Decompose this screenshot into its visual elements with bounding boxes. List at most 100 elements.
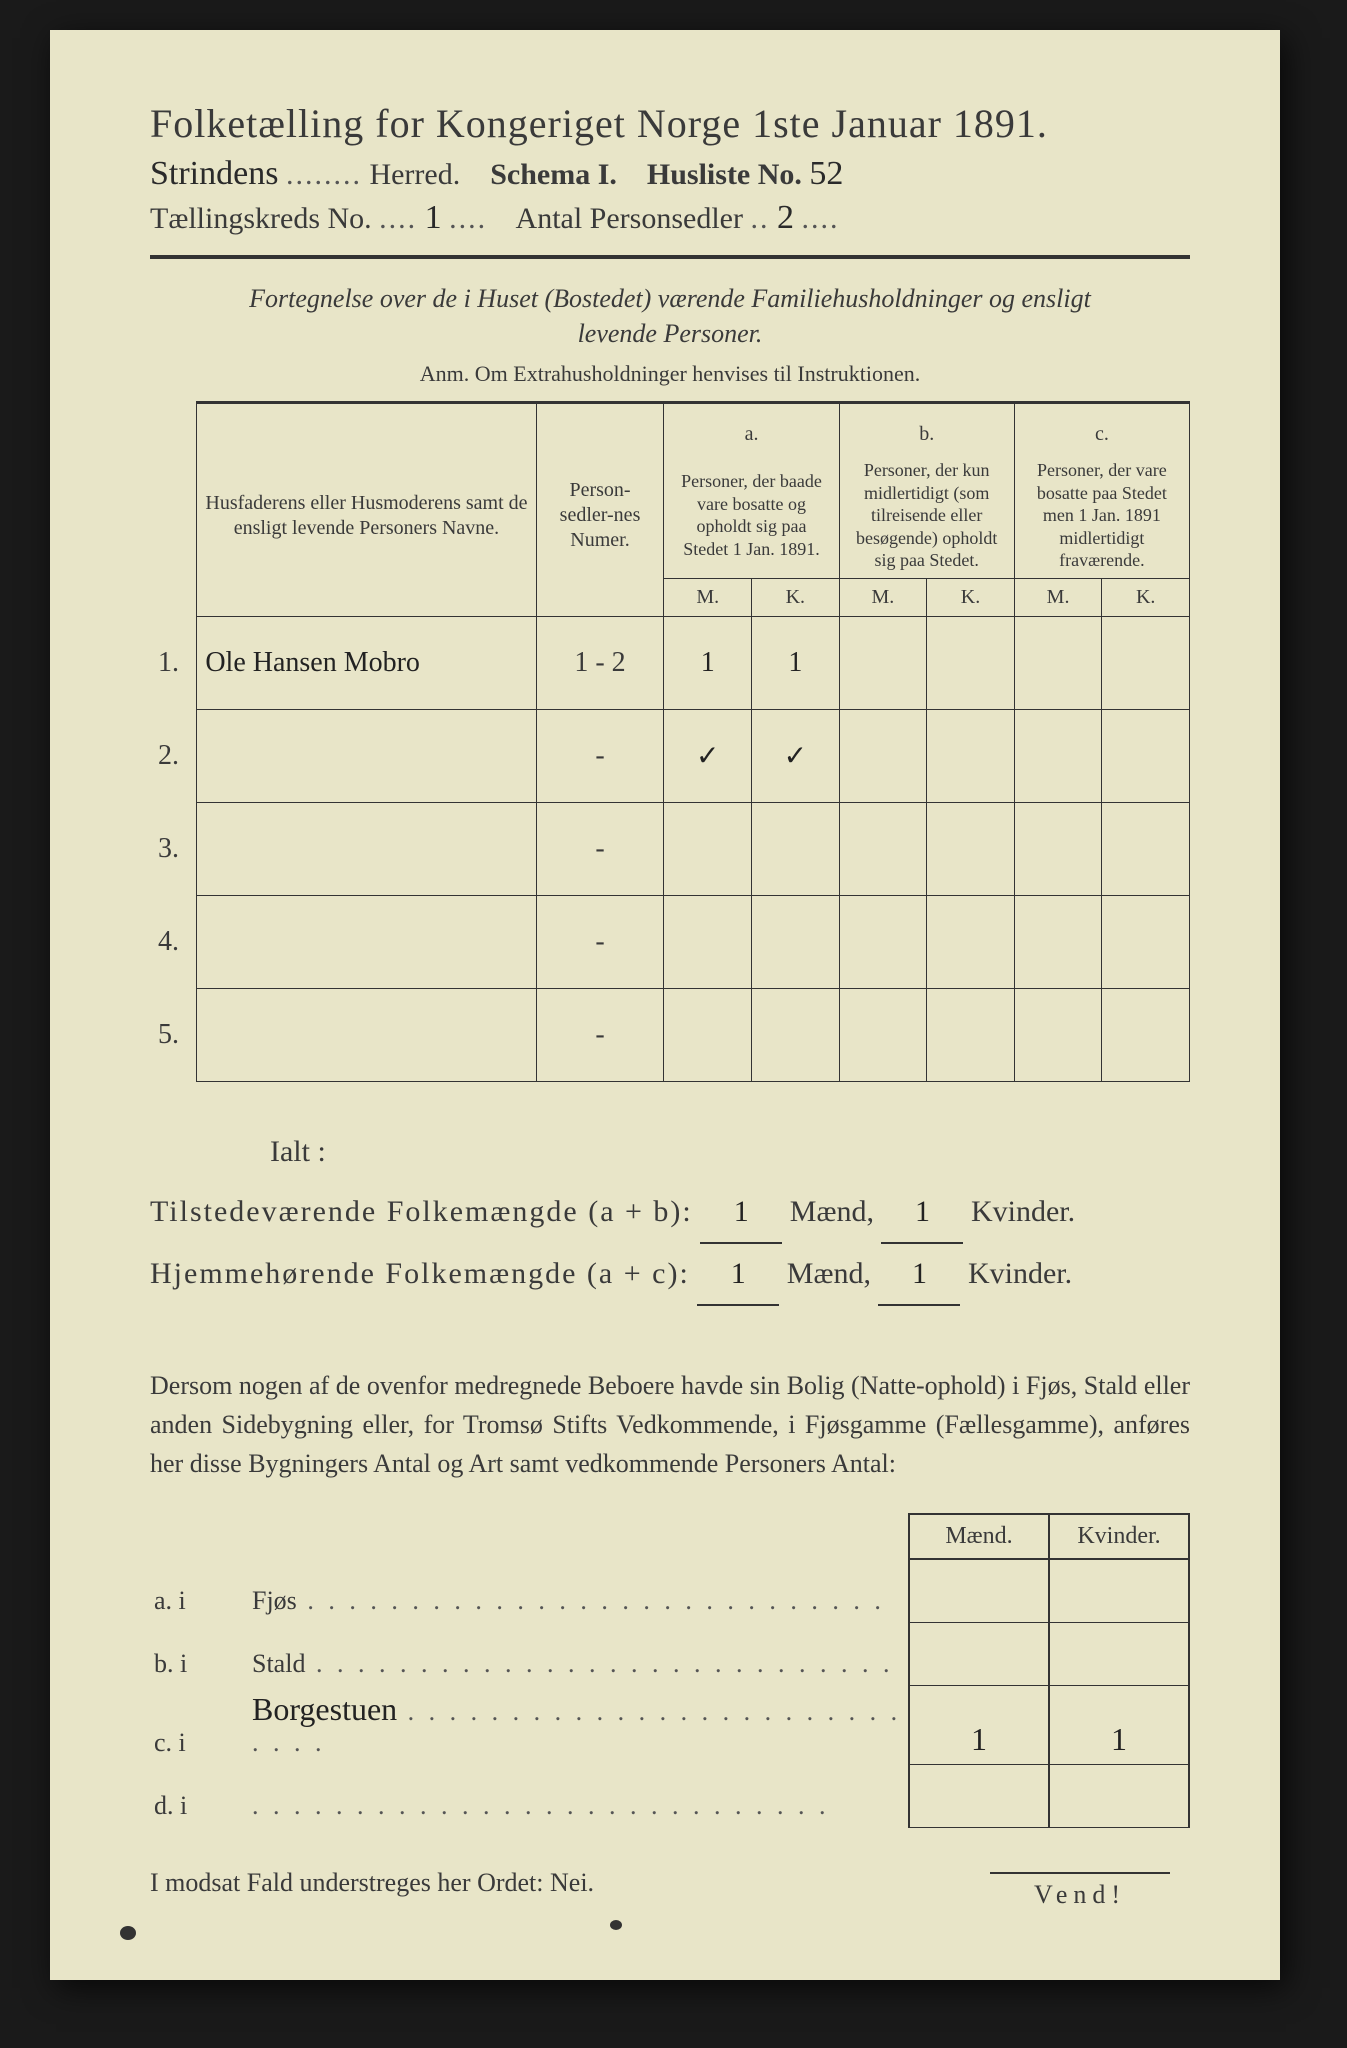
header-line-2: Strindens ........ Herred. Schema I. Hus… [150,155,1190,193]
cell-b-k [927,895,1015,988]
building-table: Mænd. Kvinder. a. iFjøs . . . . . . . . … [150,1513,1190,1828]
subhead-line1: Fortegnelse over de i Huset (Bostedet) v… [249,284,1091,313]
person-num: - [536,895,664,988]
kreds-label: Tællingskreds No. [150,202,372,235]
col-c-k: K. [1102,578,1190,616]
kvinder-label: Kvinder. [971,1195,1075,1228]
antal-value: 2 [777,199,794,237]
building-label: Stald . . . . . . . . . . . . . . . . . … [248,1622,909,1685]
sub-kvinder-header: Kvinder. [1049,1514,1189,1559]
col-c-header: Personer, der vare bosatte paa Stedet me… [1014,453,1189,578]
tilstede-m: 1 [700,1182,782,1244]
cell-b-k [927,616,1015,709]
sub-maend-header: Mænd. [909,1514,1049,1559]
row-key: a. i [150,1559,248,1623]
cell-c-k [1102,802,1190,895]
header-line-3: Tællingskreds No. .... 1 .... Antal Pers… [150,199,1190,237]
cell-b-m [839,988,927,1081]
building-row: a. iFjøs . . . . . . . . . . . . . . . .… [150,1559,1189,1623]
cell-a-k [752,988,840,1081]
building-label: Borgestuen . . . . . . . . . . . . . . .… [248,1685,909,1764]
husliste-label: Husliste No. [647,158,802,191]
tilstede-k: 1 [881,1182,963,1244]
building-k [1049,1559,1189,1623]
building-row: c. iBorgestuen . . . . . . . . . . . . .… [150,1685,1189,1764]
dots: .... [379,202,417,235]
col-name-header: Husfaderens eller Husmoderens samt de en… [197,403,536,617]
dots: ........ [286,158,362,191]
cell-a-k: 1 [752,616,840,709]
person-num: - [536,709,664,802]
row-key: d. i [150,1764,248,1827]
cell-c-k [1102,616,1190,709]
cell-b-k [927,988,1015,1081]
maend-label: Mænd, [790,1195,874,1228]
col-a-top: a. [664,403,839,454]
cell-a-k [752,802,840,895]
cell-c-m [1014,709,1102,802]
building-m [909,1559,1049,1623]
col-b-m: M. [839,578,927,616]
table-row: 1.Ole Hansen Mobro1 - 211 [150,616,1190,709]
anm-note: Anm. Om Extrahusholdninger henvises til … [150,361,1190,387]
building-k [1049,1764,1189,1827]
person-name [197,709,536,802]
building-row: b. iStald . . . . . . . . . . . . . . . … [150,1622,1189,1685]
subhead-line2: levende Personer. [578,319,763,348]
cell-a-m: ✓ [664,709,752,802]
vend-label: Vend! [990,1872,1170,1910]
row-key: b. i [150,1622,248,1685]
dots: .... [449,202,487,235]
building-m [909,1764,1049,1827]
col-a-k: K. [752,578,840,616]
cell-b-m [839,709,927,802]
hjemme-label: Hjemmehørende Folkemængde (a + c): [150,1257,690,1290]
cell-a-m [664,988,752,1081]
hjemme-k: 1 [878,1244,960,1306]
col-b-top: b. [839,403,1014,454]
maend-label: Mænd, [787,1257,871,1290]
row-number: 1. [150,616,197,709]
row-key: c. i [150,1685,248,1764]
person-name: Ole Hansen Mobro [197,616,536,709]
col-b-header: Personer, der kun midlertidigt (som tilr… [839,453,1014,578]
tilstede-label: Tilstedeværende Folkemængde (a + b): [150,1195,693,1228]
person-name [197,988,536,1081]
cell-b-m [839,895,927,988]
cell-a-m [664,802,752,895]
person-num: - [536,988,664,1081]
row-number: 3. [150,802,197,895]
row-number: 2. [150,709,197,802]
subheading: Fortegnelse over de i Huset (Bostedet) v… [170,281,1170,351]
cell-a-m: 1 [664,616,752,709]
person-name [197,802,536,895]
schema-label: Schema I. [490,158,617,191]
col-a-m: M. [664,578,752,616]
ink-blob [610,1920,622,1930]
table-row: 5. - [150,988,1190,1081]
cell-a-k [752,895,840,988]
building-k: 1 [1049,1685,1189,1764]
cell-b-k [927,709,1015,802]
census-form-page: Folketælling for Kongeriget Norge 1ste J… [50,30,1280,1980]
col-num-header: Person-sedler-nes Numer. [536,403,664,617]
husliste-value: 52 [809,155,843,193]
table-row: 3. - [150,802,1190,895]
person-num: - [536,802,664,895]
building-row: d. i . . . . . . . . . . . . . . . . . .… [150,1764,1189,1827]
cell-c-m [1014,895,1102,988]
totals-block: Ialt : Tilstedeværende Folkemængde (a + … [150,1122,1190,1306]
cell-b-k [927,802,1015,895]
cell-c-k [1102,988,1190,1081]
row-number: 5. [150,988,197,1081]
antal-label: Antal Personsedler [516,202,743,235]
cell-a-m [664,895,752,988]
building-label: Fjøs . . . . . . . . . . . . . . . . . .… [248,1559,909,1623]
col-c-m: M. [1014,578,1102,616]
ialt-label: Ialt : [270,1122,1190,1182]
cell-c-m [1014,802,1102,895]
divider [150,255,1190,259]
building-m: 1 [909,1685,1049,1764]
table-row: 4.- [150,895,1190,988]
hjemme-m: 1 [697,1244,779,1306]
